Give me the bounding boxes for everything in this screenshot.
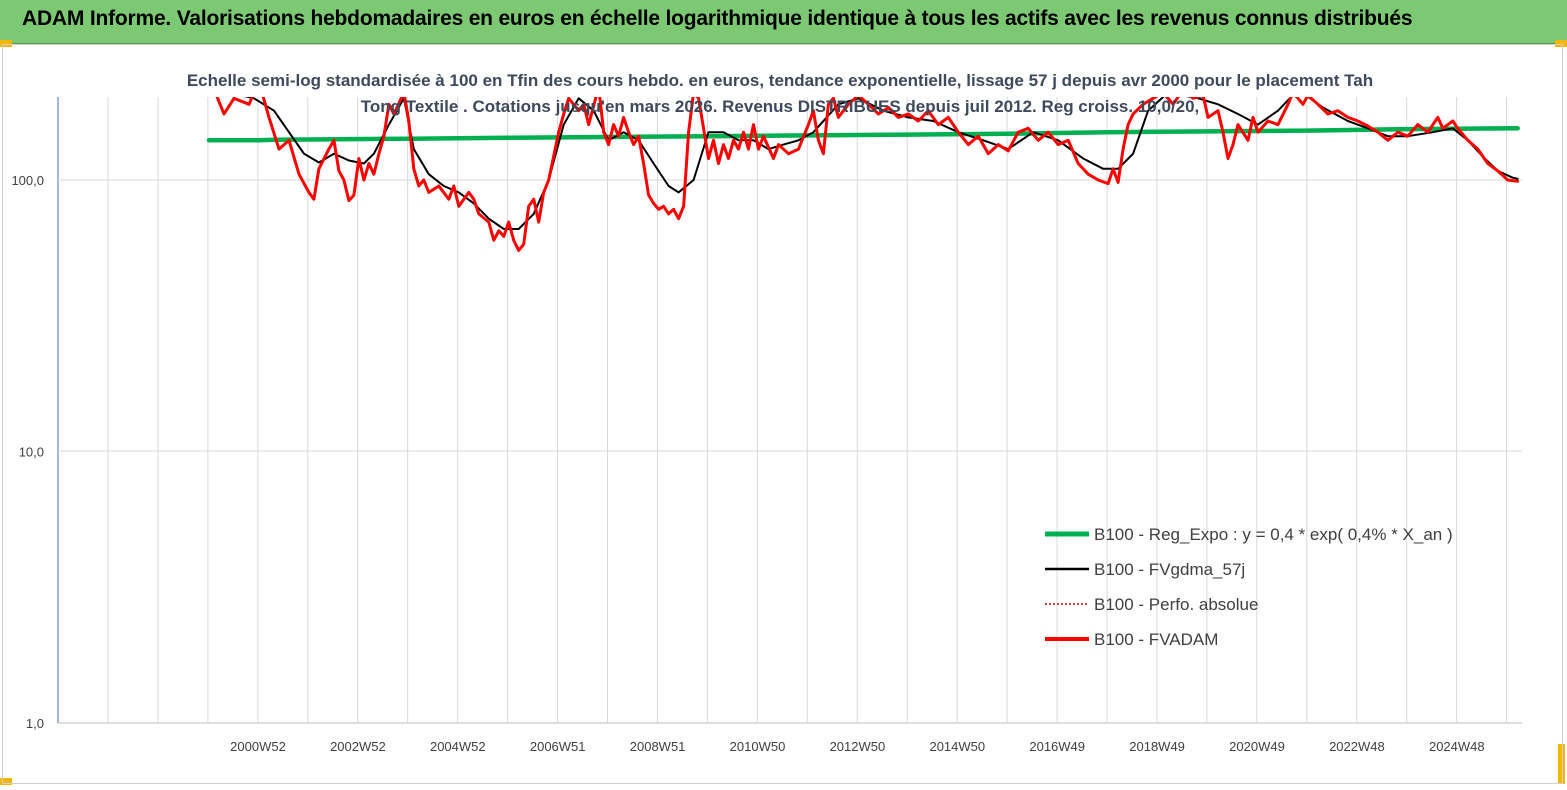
x-tick-labels: 2000W52 2002W52 2004W52 2006W51 2008W51 2010W… bbox=[230, 739, 1484, 754]
chart-title: Echelle semi-log standardisée à 100 en T… bbox=[186, 71, 1374, 116]
report-banner: ADAM Informe. Valorisations hebdomadaire… bbox=[0, 0, 1567, 44]
corner-marker-top-right bbox=[1555, 40, 1567, 47]
x-tick-label: 2004W52 bbox=[430, 739, 486, 754]
x-tick-label: 2018W49 bbox=[1129, 739, 1185, 754]
legend: B100 - Reg_Expo : y = 0,4 * exp( 0,4% * … bbox=[1045, 525, 1453, 649]
report-title: ADAM Informe. Valorisations hebdomadaire… bbox=[22, 7, 1413, 30]
corner-marker-bottom-right bbox=[1558, 744, 1565, 784]
x-tick-label: 2008W51 bbox=[630, 739, 686, 754]
corner-marker-top-left bbox=[0, 40, 12, 47]
series-layer bbox=[206, 97, 1520, 252]
y-tick-labels: 1,0 10,0 100,0 bbox=[11, 173, 44, 731]
legend-label-2: B100 - Perfo. absolue bbox=[1094, 595, 1258, 614]
y-tick-label: 10,0 bbox=[19, 445, 44, 460]
x-tick-label: 2016W49 bbox=[1029, 739, 1085, 754]
legend-label-3: B100 - FVADAM bbox=[1094, 630, 1218, 649]
series-line-0 bbox=[206, 126, 1520, 143]
x-tick-label: 2022W48 bbox=[1329, 739, 1385, 754]
grid-layer bbox=[57, 97, 1522, 724]
legend-label-1: B100 - FVgdma_57j bbox=[1094, 560, 1245, 579]
x-tick-label: 2012W50 bbox=[830, 739, 886, 754]
x-tick-label: 2002W52 bbox=[330, 739, 386, 754]
x-tick-label: 2014W50 bbox=[929, 739, 985, 754]
chart-frame bbox=[2, 44, 1563, 784]
series-line-3 bbox=[215, 97, 1520, 252]
y-tick-label: 100,0 bbox=[11, 173, 44, 188]
x-tick-label: 2006W51 bbox=[530, 739, 586, 754]
corner-marker-bottom-left bbox=[0, 778, 12, 785]
legend-label-0: B100 - Reg_Expo : y = 0,4 * exp( 0,4% * … bbox=[1094, 525, 1453, 544]
y-tick-label: 1,0 bbox=[26, 716, 44, 731]
x-tick-label: 2020W49 bbox=[1229, 739, 1285, 754]
x-tick-label: 2010W50 bbox=[730, 739, 786, 754]
x-tick-label: 2024W48 bbox=[1429, 739, 1485, 754]
x-tick-label: 2000W52 bbox=[230, 739, 286, 754]
